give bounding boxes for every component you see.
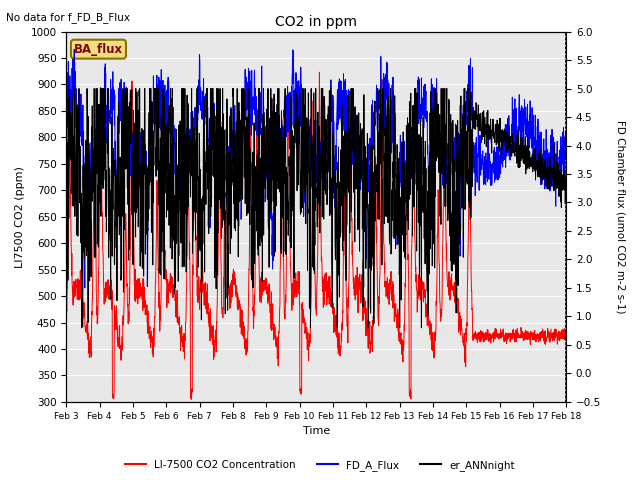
Title: CO2 in ppm: CO2 in ppm (275, 15, 357, 29)
Text: BA_flux: BA_flux (74, 43, 123, 56)
Y-axis label: FD Chamber flux (umol CO2 m-2 s-1): FD Chamber flux (umol CO2 m-2 s-1) (615, 120, 625, 313)
Y-axis label: LI7500 CO2 (ppm): LI7500 CO2 (ppm) (15, 166, 25, 268)
X-axis label: Time: Time (303, 426, 330, 436)
Text: No data for f_FD_B_Flux: No data for f_FD_B_Flux (6, 12, 131, 23)
Legend: LI-7500 CO2 Concentration, FD_A_Flux, er_ANNnight: LI-7500 CO2 Concentration, FD_A_Flux, er… (121, 456, 519, 475)
